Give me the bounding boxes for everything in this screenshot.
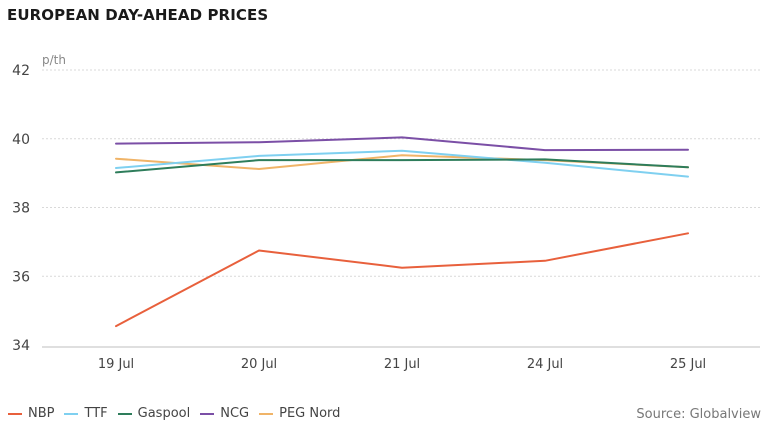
legend-item: NCG <box>200 406 249 421</box>
legend-item: TTF <box>64 406 108 421</box>
legend-swatch <box>64 412 79 415</box>
series-line-ncg <box>115 136 689 152</box>
series-line-nbp <box>115 232 689 328</box>
legend-label: NCG <box>220 406 250 421</box>
y-tick-label: 42 <box>12 63 30 79</box>
series-line-gaspool <box>115 158 689 174</box>
legend-item: PEG Nord <box>259 406 340 421</box>
y-tick-label: 34 <box>12 338 30 354</box>
legend-label: PEG Nord <box>279 406 341 421</box>
legend-label: Gaspool <box>137 406 191 421</box>
x-tick-label: 24 Jul <box>527 357 563 372</box>
x-tick-label: 19 Jul <box>98 357 134 372</box>
legend-swatch <box>8 412 22 415</box>
y-tick-label: 40 <box>12 132 30 148</box>
x-tick-label: 20 Jul <box>241 357 277 372</box>
chart-title: EUROPEAN DAY-AHEAD PRICES <box>7 6 269 24</box>
source-note: Source: Globalview <box>636 407 761 422</box>
legend: NBP TTF Gaspool NCG PEG Nord <box>8 406 350 421</box>
legend-swatch <box>259 412 274 415</box>
x-tick-label: 21 Jul <box>384 357 420 372</box>
legend-label: NBP <box>28 406 55 421</box>
x-tick-label: 25 Jul <box>670 357 706 372</box>
y-tick-label: 36 <box>12 269 30 285</box>
legend-label: TTF <box>84 406 108 421</box>
legend-item: Gaspool <box>117 406 191 421</box>
legend-swatch <box>200 412 215 415</box>
series-line-ttf <box>115 149 689 178</box>
y-axis-label: p/th <box>42 53 66 67</box>
legend-item: NBP <box>8 406 54 421</box>
legend-swatch <box>117 412 132 415</box>
y-tick-label: 38 <box>12 201 30 217</box>
